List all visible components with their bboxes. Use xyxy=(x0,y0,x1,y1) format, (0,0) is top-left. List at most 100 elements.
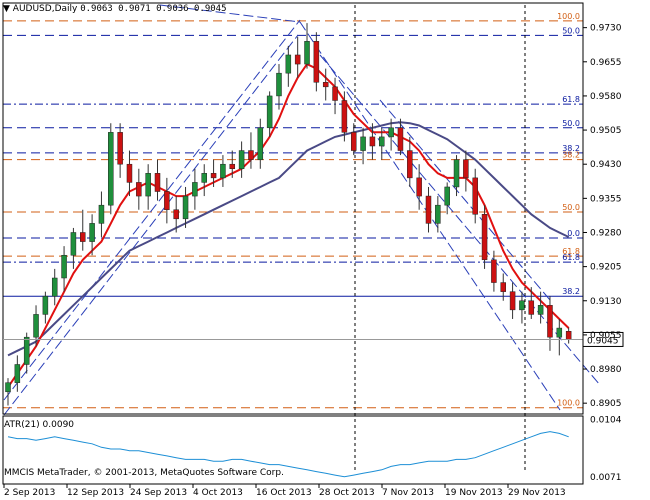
candle-body xyxy=(276,72,282,97)
candle-body xyxy=(294,54,301,65)
chart-header: ▼ AUDUSD,Daily 0.9063 0.9071 0.9036 0.90… xyxy=(3,4,227,14)
channel-line xyxy=(159,4,301,23)
candle-body xyxy=(61,254,67,279)
candle-body xyxy=(23,336,30,365)
atr-tick-label: 0.0104 xyxy=(590,415,622,425)
price-tag: 0.9045 xyxy=(587,336,619,346)
candle-body xyxy=(80,232,86,242)
price-tick-label: 0.9580 xyxy=(590,92,622,102)
date-tick-label: 28 Oct 2013 xyxy=(319,488,375,498)
candle-body xyxy=(463,159,469,179)
price-tick-label: 0.9130 xyxy=(590,297,622,307)
fib-label: 38.2 xyxy=(562,287,580,296)
candle-body xyxy=(182,195,189,220)
candle-body xyxy=(14,364,21,383)
candle-body xyxy=(341,100,348,133)
price-tick-label: 0.9430 xyxy=(590,160,622,170)
date-tick-label: 12 Sep 2013 xyxy=(67,488,124,498)
date-tick-label: 7 Nov 2013 xyxy=(382,488,434,498)
fib-label: 100.0 xyxy=(557,399,580,408)
candle-body xyxy=(350,132,357,151)
candle-body xyxy=(136,182,142,197)
candle-body xyxy=(547,305,553,338)
channel-line xyxy=(319,54,601,386)
candle-body xyxy=(472,177,478,215)
candle-body xyxy=(425,195,432,224)
price-tick-label: 0.9280 xyxy=(590,228,622,238)
candle-body xyxy=(220,163,226,179)
candle-body xyxy=(266,95,273,129)
date-tick-label: 16 Oct 2013 xyxy=(256,488,312,498)
date-tick-label: 24 Sep 2013 xyxy=(130,488,187,498)
candle-body xyxy=(70,232,77,256)
candle-body xyxy=(304,41,310,65)
candle-body xyxy=(556,327,563,338)
price-tag-box xyxy=(582,331,624,347)
main-frame xyxy=(2,2,584,415)
fibonacci-levels: 100.050.061.850.038.238.250.00.061.861.8… xyxy=(3,12,583,409)
candle-body xyxy=(5,382,11,393)
candle-body xyxy=(42,295,49,315)
candle-body xyxy=(565,331,572,340)
channel-line xyxy=(3,19,301,401)
atr-header: ATR(21) 0.0090 xyxy=(4,420,75,430)
price-tick-label: 0.9505 xyxy=(590,126,622,136)
fib-label: 50.0 xyxy=(562,119,580,128)
copyright-text: MMCIS MetaTrader, © 2001-2013, MetaQuote… xyxy=(4,468,284,478)
candle-body xyxy=(519,300,525,311)
price-tick-label: 0.8980 xyxy=(590,365,622,375)
atr-tick-label: 0.0071 xyxy=(590,473,622,483)
candle-body xyxy=(33,314,39,338)
candle-body xyxy=(117,132,123,165)
candle-body xyxy=(126,163,133,183)
candle-body xyxy=(453,159,460,188)
slow-moving-average xyxy=(7,121,570,357)
candle-body xyxy=(379,136,385,147)
candle-body xyxy=(51,277,58,297)
candle-body xyxy=(360,136,366,151)
candle-body xyxy=(89,223,95,242)
fib-label: 61.8 xyxy=(562,95,580,104)
candle-body xyxy=(509,291,516,311)
candles xyxy=(5,23,572,406)
candle-body xyxy=(98,204,105,224)
candle-body xyxy=(416,177,422,197)
candle-body xyxy=(229,163,236,170)
axes: 0.9045 0.9730 0.9655 0.9580 0.9505 0.9430 0.93… xyxy=(2,2,624,498)
date-tick-label: 29 Nov 2013 xyxy=(508,488,566,498)
fib-label: 50.0 xyxy=(562,203,580,212)
candle-body xyxy=(397,127,404,151)
ohlc-values: 0.9063 0.9071 0.9036 0.9045 xyxy=(80,4,227,14)
date-tick-label: 19 Nov 2013 xyxy=(445,488,503,498)
candle-body xyxy=(407,150,413,179)
atr-line xyxy=(7,431,569,478)
fib-label: 0.0 xyxy=(567,229,580,238)
candle-body xyxy=(164,191,170,210)
price-tick-label: 0.8905 xyxy=(590,399,622,409)
fib-label: 61.8 xyxy=(562,253,580,262)
candle-body xyxy=(313,41,320,83)
price-tick-label: 0.9655 xyxy=(590,58,622,68)
candle-body xyxy=(481,214,488,261)
price-tick-label: 0.9355 xyxy=(590,194,622,204)
candle-body xyxy=(388,127,394,138)
candle-body xyxy=(332,86,338,101)
fib-label: 38.2 xyxy=(562,144,580,153)
candle-body xyxy=(537,305,544,315)
candle-body xyxy=(435,204,441,224)
price-tick-label: 0.9730 xyxy=(590,24,622,34)
candle-body xyxy=(369,136,376,147)
candle-body xyxy=(285,54,292,74)
candle-body xyxy=(248,150,254,160)
date-tick-label: 2 Sep 2013 xyxy=(4,488,55,498)
candle-body xyxy=(500,282,506,292)
price-tick-label: 0.9055 xyxy=(590,331,622,341)
atr-frame xyxy=(2,415,584,485)
candle-body xyxy=(192,182,198,197)
candle-body xyxy=(528,300,535,315)
candle-body xyxy=(210,173,217,179)
date-tick-label: 4 Oct 2013 xyxy=(193,488,243,498)
candle-body xyxy=(444,186,450,206)
candle-body xyxy=(108,132,114,206)
